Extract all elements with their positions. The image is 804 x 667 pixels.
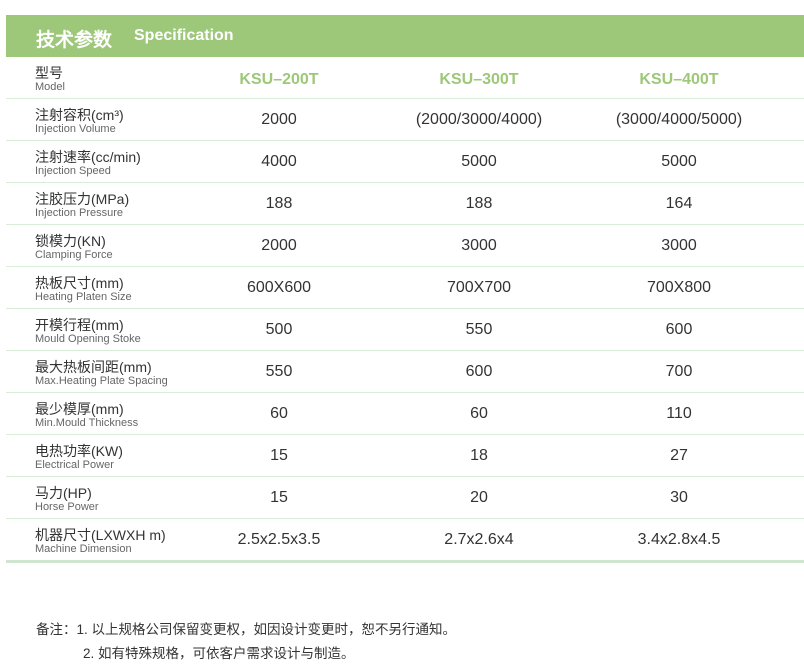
row-label-cn: 锁模力(KN) [35, 233, 106, 249]
notes: 备注：1. 以上规格公司保留变更权，如因设计变更时，恕不另行通知。 2. 如有特… [36, 618, 456, 666]
cell-value: 600 [665, 321, 693, 338]
row-label: 马力(HP) Horse Power [35, 485, 99, 514]
cell-value: 60 [270, 405, 288, 422]
table-row: 最大热板间距(mm) Max.Heating Plate Spacing 550 60… [6, 351, 804, 393]
row-label: 型号 Model [35, 65, 65, 94]
row-label: 最少模厚(mm) Min.Mould Thickness [35, 401, 138, 430]
row-label-cn: 最大热板间距(mm) [35, 359, 152, 375]
row-label: 注射速率(cc/min) Injection Speed [35, 149, 141, 178]
cell-value: 2.5x2.5x3.5 [237, 531, 321, 548]
row-label-cn: 注射速率(cc/min) [35, 149, 141, 165]
cell-value: 2000 [261, 111, 297, 128]
model-name: KSU–300T [439, 71, 519, 88]
row-label: 注射容积(cm³) Injection Volume [35, 107, 124, 136]
row-label-cn: 马力(HP) [35, 485, 92, 501]
cell-value: 18 [470, 447, 488, 464]
cell-value: 2.7x2.6x4 [444, 531, 514, 548]
model-name: KSU–400T [639, 71, 719, 88]
row-label-en: Horse Power [35, 501, 99, 513]
row-label-cn: 最少模厚(mm) [35, 401, 124, 417]
cell-value: 15 [270, 447, 288, 464]
spec-table: 型号 Model KSU–200T KSU–300T KSU–400T 注射容积(cm³)… [6, 57, 804, 563]
table-row: 最少模厚(mm) Min.Mould Thickness 60 60 110 [6, 393, 804, 435]
section-title-en: Specification [134, 27, 234, 44]
cell-value: 550 [465, 321, 493, 338]
row-label-en: Injection Volume [35, 123, 116, 135]
cell-value: 110 [666, 405, 692, 422]
cell-value: 3000 [461, 237, 497, 254]
cell-value: 15 [270, 489, 288, 506]
section-header: 技术参数 Specification [6, 15, 804, 57]
note-1: 备注：1. 以上规格公司保留变更权，如因设计变更时，恕不另行通知。 [36, 622, 457, 637]
cell-value: 2000 [261, 237, 297, 254]
table-row: 注射容积(cm³) Injection Volume 2000 (2000/3000/… [6, 99, 804, 141]
row-label-cn: 开模行程(mm) [35, 317, 124, 333]
row-label-en: Machine Dimension [35, 543, 132, 555]
cell-value: 700X700 [446, 279, 512, 296]
table-row: 电热功率(KW) Electrical Power 15 18 27 [6, 435, 804, 477]
row-label-en: Electrical Power [35, 459, 114, 471]
cell-value: (2000/3000/4000) [415, 111, 543, 128]
table-row: 型号 Model KSU–200T KSU–300T KSU–400T [6, 57, 804, 99]
row-label-cn: 电热功率(KW) [35, 443, 123, 459]
table-row: 注胶压力(MPa) Injection Pressure 188 188 164 [6, 183, 804, 225]
cell-value: 188 [465, 195, 493, 212]
row-label-en: Heating Platen Size [35, 291, 132, 303]
table-row: 开模行程(mm) Mould Opening Stoke 500 550 600 [6, 309, 804, 351]
row-label-en: Injection Pressure [35, 207, 124, 219]
cell-value: (3000/4000/5000) [615, 111, 743, 128]
row-label-cn: 注胶压力(MPa) [35, 191, 130, 207]
cell-value: 5000 [661, 153, 697, 170]
cell-value: 600 [465, 363, 493, 380]
row-label: 锁模力(KN) Clamping Force [35, 233, 113, 262]
row-label-en: Mould Opening Stoke [35, 333, 141, 345]
row-label: 最大热板间距(mm) Max.Heating Plate Spacing [35, 359, 168, 388]
row-label-en: Injection Speed [35, 165, 111, 177]
cell-value: 4000 [261, 153, 297, 170]
model-name: KSU–200T [239, 71, 319, 88]
cell-value: 600X600 [246, 279, 312, 296]
row-label-cn: 机器尺寸(LXWXH m) [35, 527, 166, 543]
table-row: 机器尺寸(LXWXH m) Machine Dimension 2.5x2.5x3.… [6, 519, 804, 563]
row-label-en: Model [35, 81, 65, 93]
cell-value: 30 [670, 489, 688, 506]
row-label-cn: 热板尺寸(mm) [35, 275, 124, 291]
row-label: 开模行程(mm) Mould Opening Stoke [35, 317, 141, 346]
row-label: 机器尺寸(LXWXH m) Machine Dimension [35, 527, 166, 556]
table-row: 热板尺寸(mm) Heating Platen Size 600X600 700X70… [6, 267, 804, 309]
row-label-en: Clamping Force [35, 249, 113, 261]
cell-value: 550 [265, 363, 293, 380]
cell-value: 27 [670, 447, 688, 464]
cell-value: 5000 [461, 153, 497, 170]
cell-value: 60 [470, 405, 488, 422]
cell-value: 500 [265, 321, 293, 338]
cell-value: 700 [665, 363, 693, 380]
section-title-cn: 技术参数 [36, 30, 113, 51]
cell-value: 20 [470, 489, 488, 506]
table-row: 注射速率(cc/min) Injection Speed 4000 5000 5000 [6, 141, 804, 183]
cell-value: 164 [665, 195, 693, 212]
row-label: 电热功率(KW) Electrical Power [35, 443, 123, 472]
cell-value: 3.4x2.8x4.5 [637, 531, 721, 548]
row-label-en: Min.Mould Thickness [35, 417, 139, 429]
cell-value: 700X800 [646, 279, 712, 296]
row-label-cn: 注射容积(cm³) [35, 107, 124, 123]
row-label: 热板尺寸(mm) Heating Platen Size [35, 275, 132, 304]
row-label-en: Max.Heating Plate Spacing [35, 375, 168, 387]
table-row: 马力(HP) Horse Power 15 20 30 [6, 477, 804, 519]
note-2: 2. 如有特殊规格，可依客户需求设计与制造。 [83, 646, 355, 661]
cell-value: 188 [265, 195, 293, 212]
table-row: 锁模力(KN) Clamping Force 2000 3000 3000 [6, 225, 804, 267]
cell-value: 3000 [661, 237, 697, 254]
row-label: 注胶压力(MPa) Injection Pressure [35, 191, 129, 220]
row-label-cn: 型号 [35, 65, 63, 81]
